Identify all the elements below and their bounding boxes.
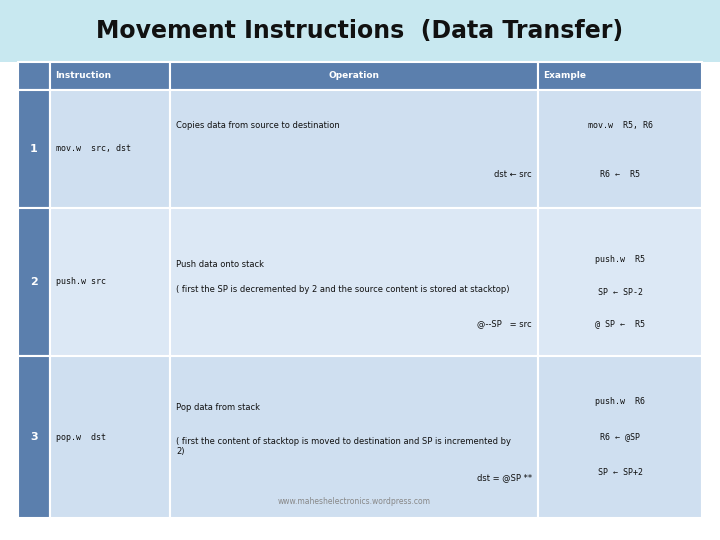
Bar (538, 90, 702, 208)
Text: Instruction: Instruction (55, 71, 111, 80)
Text: Operation: Operation (328, 71, 379, 80)
Bar (50, 90, 170, 208)
Text: Movement Instructions  (Data Transfer): Movement Instructions (Data Transfer) (96, 19, 624, 43)
Text: pop.w  dst: pop.w dst (56, 433, 106, 442)
Bar (50, 208, 170, 356)
Text: push.w src: push.w src (56, 278, 106, 287)
Bar (18, 90, 50, 208)
Text: 3: 3 (30, 432, 38, 442)
Text: 2: 2 (30, 277, 38, 287)
Bar (50, 62, 170, 90)
Bar (18, 356, 50, 518)
Text: SP ← SP-2: SP ← SP-2 (598, 288, 642, 297)
Bar (538, 208, 702, 356)
Text: ( first the content of stacktop is moved to destination and SP is incremented by: ( first the content of stacktop is moved… (176, 437, 511, 456)
Bar (170, 208, 538, 356)
Bar (170, 62, 538, 90)
Text: dst = @SP **: dst = @SP ** (477, 473, 532, 482)
Bar (170, 356, 538, 518)
Text: mov.w  src, dst: mov.w src, dst (56, 145, 131, 153)
Bar (50, 356, 170, 518)
Bar (538, 62, 702, 90)
Bar (538, 356, 702, 518)
Text: R6 ← @SP: R6 ← @SP (600, 433, 640, 442)
Text: @ SP ←  R5: @ SP ← R5 (595, 319, 645, 328)
Text: www.maheshelectronics.wordpress.com: www.maheshelectronics.wordpress.com (277, 497, 431, 507)
Text: Copies data from source to destination: Copies data from source to destination (176, 121, 340, 130)
Text: Push data onto stack: Push data onto stack (176, 260, 264, 269)
Text: dst ← src: dst ← src (495, 171, 532, 179)
Text: @--SP   = src: @--SP = src (477, 319, 532, 328)
Text: push.w  R5: push.w R5 (595, 255, 645, 264)
Bar (18, 208, 50, 356)
Bar (170, 90, 538, 208)
Text: push.w  R6: push.w R6 (595, 397, 645, 406)
Bar (0, 0, 720, 62)
Text: SP ← SP+2: SP ← SP+2 (598, 468, 642, 477)
Text: ( first the SP is decremented by 2 and the source content is stored at stacktop): ( first the SP is decremented by 2 and t… (176, 285, 510, 294)
Text: mov.w  R5, R6: mov.w R5, R6 (588, 121, 652, 130)
Bar (18, 62, 50, 90)
Text: Example: Example (543, 71, 586, 80)
Text: R6 ←  R5: R6 ← R5 (600, 171, 640, 179)
Text: 1: 1 (30, 144, 38, 154)
Text: Pop data from stack: Pop data from stack (176, 403, 260, 413)
